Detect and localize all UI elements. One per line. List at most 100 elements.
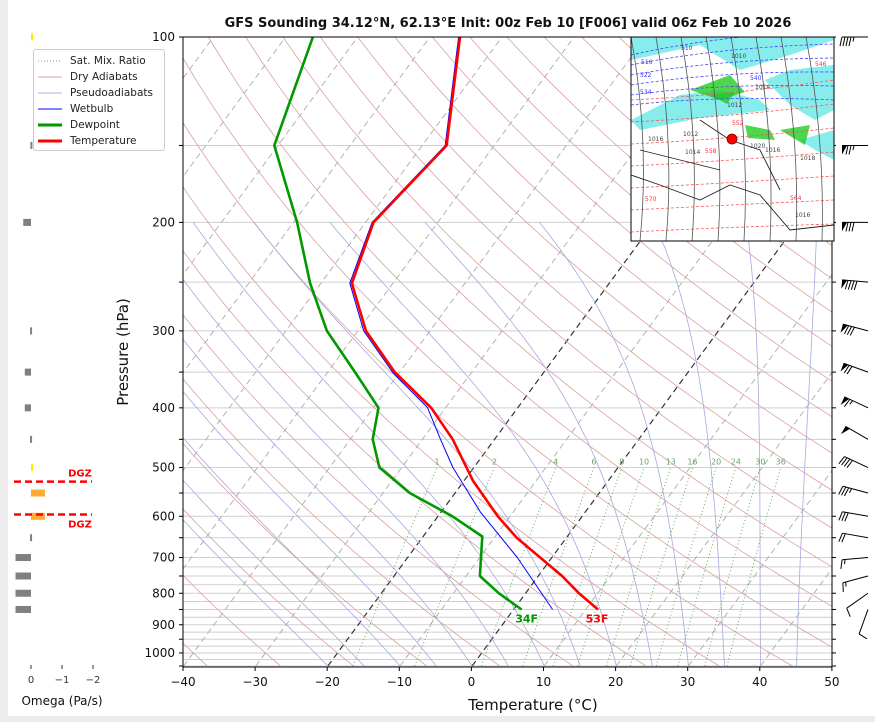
barb-full xyxy=(849,327,855,336)
dry-adiabat xyxy=(319,37,832,491)
wind-barb xyxy=(840,425,869,440)
dry-adiabat xyxy=(506,37,832,313)
legend-sat-mix-ratio: Sat. Mix. Ratio xyxy=(38,53,164,69)
x-tick-label: −10 xyxy=(387,675,412,689)
y-tick-label: 700 xyxy=(152,551,175,565)
legend-label: Dry Adiabats xyxy=(70,71,138,83)
height-contour xyxy=(631,37,746,56)
omega-bar xyxy=(31,512,45,520)
pseudoadiabat xyxy=(253,222,581,667)
dewpoint-trace xyxy=(272,37,523,611)
barb-staff xyxy=(842,511,869,517)
wind-barb xyxy=(838,532,869,543)
precip-area xyxy=(745,125,775,140)
dry-adiabat xyxy=(183,57,832,648)
dry-adiabat xyxy=(469,37,832,347)
isotherm-line xyxy=(688,469,832,667)
axes: 34F 53F−40 −30 −20 −10 0 10 20 30 40 5010020030040… xyxy=(144,30,839,689)
map-contour-label: 546 xyxy=(815,61,827,68)
barb-full xyxy=(847,280,852,290)
barb-full xyxy=(846,366,853,375)
omega-bar xyxy=(31,489,45,497)
map-contour-label: 522 xyxy=(640,72,652,79)
barb-full xyxy=(851,222,855,232)
isotherm-line xyxy=(183,37,575,570)
wind-barb xyxy=(840,323,869,336)
y-tick-label: 400 xyxy=(152,401,175,415)
pressure-contour xyxy=(730,37,746,241)
dry-adiabat xyxy=(183,250,647,667)
barb-full xyxy=(845,36,849,47)
wind-barb xyxy=(840,362,869,375)
y-tick-label: 200 xyxy=(152,215,175,229)
map-contour-label: 1014 xyxy=(755,84,770,91)
map-contour-label: 1012 xyxy=(727,102,742,109)
plot-frame xyxy=(182,36,833,668)
dry-adiabat xyxy=(245,37,832,568)
pressure-contour xyxy=(705,37,721,241)
mixing-ratio-line xyxy=(629,467,693,667)
omega-bar xyxy=(31,33,33,41)
omega-bar xyxy=(30,327,33,335)
isotherm-line xyxy=(183,37,431,374)
wind-barbs xyxy=(838,36,869,640)
map-contour-label: 1014 xyxy=(685,149,700,156)
isotherm-line xyxy=(615,371,832,667)
barb-staff xyxy=(844,396,869,409)
mixing-ratio-label: 30 xyxy=(755,458,765,467)
barb-full xyxy=(841,486,847,496)
barb-staff xyxy=(842,532,869,539)
barb-flag xyxy=(840,396,849,406)
wetbulb-trace xyxy=(349,37,554,610)
pseudoadiabat xyxy=(539,222,689,667)
pseudoadiabat xyxy=(183,437,401,667)
barb-flag xyxy=(841,279,848,289)
barb-full xyxy=(846,460,853,468)
mixing-ratio-label: 36 xyxy=(776,458,786,467)
border-lines xyxy=(631,119,834,231)
omega-bar xyxy=(15,554,31,562)
legend-dewpoint: Dewpoint xyxy=(38,117,164,133)
barb-staff xyxy=(843,362,869,373)
mixing-ratio-label: 6 xyxy=(591,458,596,467)
barb-flag xyxy=(840,426,850,435)
barb-half xyxy=(852,36,855,42)
barb-full xyxy=(845,222,849,232)
height-contour xyxy=(631,199,834,211)
wind-barb xyxy=(840,557,869,570)
barb-staff xyxy=(858,609,869,635)
mixing-ratio-label: 8 xyxy=(619,458,624,467)
barb-full xyxy=(842,36,846,47)
dgz-label: DGZ xyxy=(68,469,92,480)
x-tick-label: 10 xyxy=(536,675,551,689)
map-content: 510 516 522 534 540 546 552 558 564 570 1010 1012 10… xyxy=(631,37,834,241)
legend-temperature: Temperature xyxy=(38,133,164,149)
barb-half xyxy=(849,400,853,405)
barb-full xyxy=(838,511,843,521)
dry-adiabat xyxy=(183,442,427,667)
pseudoadiabat xyxy=(796,222,818,666)
barb-staff xyxy=(844,456,869,468)
omega-tick-label: −1 xyxy=(55,675,70,686)
pseudoadiabat xyxy=(424,222,653,667)
dry-adiabat xyxy=(183,508,354,667)
mixing-ratio-label: 1 xyxy=(435,458,440,467)
y-tick-label: 800 xyxy=(152,586,175,600)
barb-full xyxy=(848,145,852,155)
pressure-contour xyxy=(805,37,823,241)
pressure-contour xyxy=(655,37,670,241)
omega-bar xyxy=(15,572,31,580)
omega-bar xyxy=(30,141,33,149)
surface-temperature-label: 53F xyxy=(586,612,609,625)
map-contour-label: 570 xyxy=(645,196,657,203)
y-tick-label: 100 xyxy=(152,30,175,44)
map-contour-label: 1016 xyxy=(765,147,780,154)
height-contour xyxy=(631,103,834,123)
barb-full xyxy=(858,633,868,640)
barb-full xyxy=(838,533,843,542)
pseudoadiabat xyxy=(183,479,365,667)
barb-full xyxy=(843,325,850,335)
wind-barb xyxy=(838,485,869,497)
height-contour xyxy=(631,175,834,189)
omega-bar xyxy=(31,464,33,472)
